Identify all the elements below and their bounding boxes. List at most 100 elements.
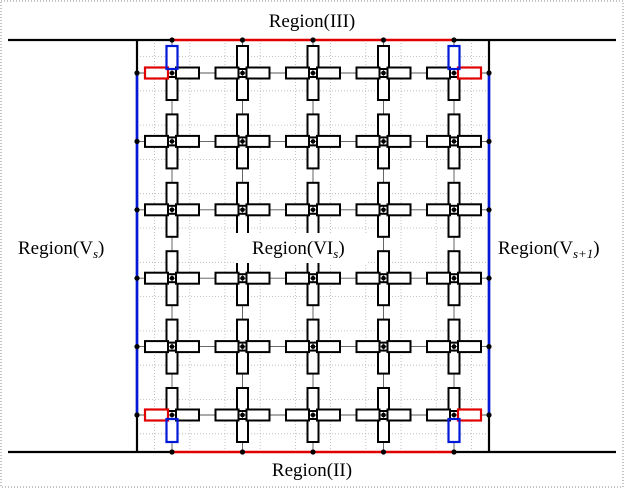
cross-arm-down xyxy=(306,76,320,101)
cross-node-dot xyxy=(381,70,386,76)
cross-arm-right xyxy=(457,66,482,80)
corner-arm-red xyxy=(456,66,483,80)
cross-arm-up xyxy=(377,318,390,344)
region-vis-label-close: ) xyxy=(338,238,344,259)
cross-arm-up xyxy=(447,387,461,412)
cross-arm-up xyxy=(377,113,390,139)
cross-node-dot xyxy=(169,275,175,281)
region-vs-label-base: Region(V xyxy=(18,238,93,259)
cross-arm-up xyxy=(165,181,179,207)
cross-arm-right xyxy=(175,340,200,354)
cross-arm-up xyxy=(306,113,320,139)
left-boundary-dot xyxy=(134,344,140,350)
cross-arm-down xyxy=(447,144,461,170)
cross-arm-up xyxy=(165,387,179,412)
cross-arm-right xyxy=(316,66,341,80)
cross-arm-down xyxy=(236,76,249,101)
left-boundary-dot xyxy=(134,412,140,418)
cross-node-dot xyxy=(310,275,316,281)
cross-arm-left xyxy=(285,66,310,80)
cross-arm-up xyxy=(377,181,390,207)
region-iii-label: Region(III) xyxy=(269,11,356,32)
top-boundary-dot xyxy=(451,37,457,43)
cross-arm-right xyxy=(175,271,200,285)
cross-node-dot xyxy=(169,344,175,349)
cross-arm-down xyxy=(165,281,179,307)
corner-arm-blue xyxy=(165,417,179,444)
right-boundary-dot xyxy=(486,70,492,76)
cross-arm-right xyxy=(245,340,271,354)
corner-arm-red xyxy=(143,408,170,422)
cross-arm-left xyxy=(426,203,451,217)
cross-arm-left xyxy=(426,271,451,285)
cross-arm-right xyxy=(457,134,482,148)
cross-arm-up xyxy=(447,318,461,344)
cross-node-dot xyxy=(451,412,457,418)
cross-node-dot xyxy=(310,412,316,418)
cross-arm-down xyxy=(377,212,390,238)
cross-arm-down xyxy=(447,349,461,375)
cross-arm-right xyxy=(245,203,271,217)
cross-arm-left xyxy=(214,203,240,217)
bottom-boundary-dot xyxy=(169,449,175,455)
region-vis-label-sub: s xyxy=(333,246,338,261)
region-vs1-label: Region(Vs+1) xyxy=(498,238,600,261)
cross-arm-right xyxy=(316,203,341,217)
cross-node-dot xyxy=(451,70,457,76)
region-vs1-label-sub: s+1 xyxy=(573,246,593,261)
cross-node-dot xyxy=(451,344,457,349)
cross-arm-down xyxy=(377,349,390,375)
cross-arm-right xyxy=(316,271,341,285)
cross-node-dot xyxy=(240,207,245,213)
cross-arm-left xyxy=(144,134,169,148)
top-boundary-dot xyxy=(310,37,316,43)
cross-arm-right xyxy=(175,134,200,148)
cross-node-dot xyxy=(240,412,245,418)
cross-node-dot xyxy=(310,70,316,76)
top-boundary-dot xyxy=(169,37,175,43)
region-vs1-label-close: ) xyxy=(593,238,599,259)
cross-arm-left xyxy=(214,408,240,422)
cross-arm-down xyxy=(447,418,461,443)
cross-arm-down xyxy=(447,281,461,307)
corner-arm-blue xyxy=(447,44,461,71)
cross-node-dot xyxy=(381,207,386,213)
cross-arm-right xyxy=(386,340,412,354)
corner-arm-blue xyxy=(447,417,461,444)
cross-arm-down xyxy=(447,76,461,101)
cross-arm-right xyxy=(245,66,271,80)
cross-node-dot xyxy=(310,344,316,349)
cross-arm-up xyxy=(447,250,461,276)
cross-arm-down xyxy=(165,349,179,375)
cross-arm-left xyxy=(144,66,169,80)
cross-arm-up xyxy=(236,45,249,70)
bottom-boundary-dot xyxy=(380,449,387,455)
region-vs-label-sub: s xyxy=(93,246,98,261)
left-boundary-dot xyxy=(134,70,140,76)
cross-arm-right xyxy=(386,203,412,217)
cross-arm-left xyxy=(426,408,451,422)
cross-arm-down xyxy=(165,418,179,443)
cross-node-dot xyxy=(381,344,386,349)
center-label-background xyxy=(236,233,368,263)
cross-arm-left xyxy=(214,271,240,285)
cross-arm-down xyxy=(377,281,390,307)
cross-arm-left xyxy=(355,271,381,285)
cross-arm-right xyxy=(175,408,200,422)
cross-arm-right xyxy=(316,408,341,422)
left-boundary-dot xyxy=(134,207,140,213)
cross-node-dot xyxy=(240,344,245,349)
cross-arm-left xyxy=(214,340,240,354)
cross-arm-up xyxy=(236,387,249,412)
cross-arm-left xyxy=(144,203,169,217)
cross-arm-down xyxy=(306,349,320,375)
cross-arm-left xyxy=(355,340,381,354)
cross-arm-left xyxy=(144,271,169,285)
cross-arm-down xyxy=(236,144,249,170)
cross-arm-up xyxy=(447,45,461,70)
cross-arm-right xyxy=(457,271,482,285)
cross-node-dot xyxy=(240,275,245,281)
cross-node-dot xyxy=(169,139,175,144)
